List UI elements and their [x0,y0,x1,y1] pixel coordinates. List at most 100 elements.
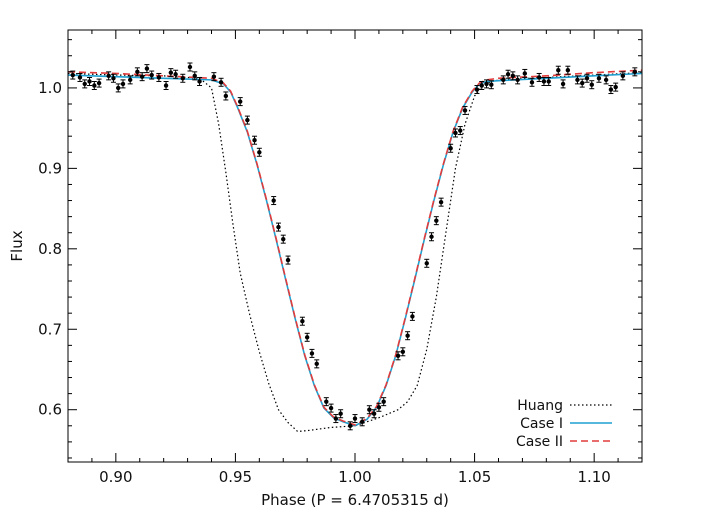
data-point [376,402,382,412]
data-point [168,68,174,78]
data-point [271,196,277,206]
data-point [256,147,262,157]
data-point [584,73,590,83]
data-point [560,79,566,89]
data-point [620,71,626,81]
data-point [82,79,88,89]
data-point [632,67,638,77]
data-point [192,71,198,81]
data-point [510,71,516,81]
data-point [280,234,286,244]
y-tick-label: 1.0 [38,79,62,97]
data-point [400,347,406,357]
data-point [156,72,162,82]
axis-ticks: 0.90 0.95 1.00 1.05 1.10 0.6 0.7 0.8 0.9 1.0 [38,30,643,486]
data-point [197,76,203,86]
data-point [522,68,528,78]
data-point [546,76,552,86]
data-point [237,97,243,107]
data-point [574,75,580,85]
data-point [536,72,542,82]
data-point [333,414,339,424]
x-tick-label: 1.10 [577,468,610,486]
data-point [541,76,547,86]
plot-lines [67,69,643,433]
data-point [120,79,126,89]
series-line-case-ii [67,69,643,426]
plot-points [70,62,638,431]
data-point [314,359,320,369]
data-point [347,421,353,431]
data-point [603,75,609,85]
legend-label: Case II [516,434,563,450]
data-point [371,409,377,419]
legend-label: Huang [517,398,563,414]
data-point [187,62,193,72]
data-point [163,81,169,91]
y-tick-label: 0.9 [38,159,62,177]
y-tick-label: 0.6 [38,401,62,419]
data-point [275,222,281,232]
x-axis-title: Phase (P = 6.4705315 d) [261,491,449,509]
legend-label: Case I [520,416,563,432]
data-point [87,76,93,86]
x-tick-label: 1.00 [338,468,371,486]
data-point [127,75,133,85]
data-point [448,143,454,153]
data-point [323,397,329,407]
data-point [433,216,439,226]
data-point [252,135,258,145]
data-point [211,72,217,82]
data-point [96,78,102,88]
data-point [91,81,97,91]
data-point [596,73,602,83]
data-point [405,331,411,341]
data-point [244,115,250,125]
data-point [395,351,401,361]
data-point [352,414,358,424]
data-point [515,75,521,85]
data-point [134,67,140,77]
data-point [608,85,614,95]
data-point [589,80,595,90]
data-point [429,232,435,242]
data-point [173,69,179,79]
y-tick-label: 0.7 [38,320,62,338]
data-point [479,81,485,91]
data-point [555,65,561,75]
data-point [309,348,315,358]
data-point [505,69,511,79]
x-tick-label: 1.05 [458,468,491,486]
y-tick-label: 0.8 [38,240,62,258]
data-point [338,409,344,419]
data-point [115,83,121,93]
series-line-huang [67,72,643,433]
data-point [484,79,490,89]
data-point [381,397,387,407]
data-point [304,332,310,342]
data-point [77,72,83,82]
data-point [328,403,334,413]
data-point [452,128,458,138]
data-point [70,70,76,80]
data-point [488,80,494,90]
data-point [223,91,229,101]
data-point [462,105,468,115]
data-point [474,85,480,95]
data-point [110,73,116,83]
data-point [106,71,112,81]
data-point [438,197,444,207]
data-point [139,72,145,82]
data-point [359,417,365,427]
data-point [579,78,585,88]
data-point [409,311,415,321]
data-point [529,77,535,87]
data-point [149,70,155,80]
data-point [424,258,430,268]
data-point [299,316,305,326]
x-tick-label: 0.90 [99,468,132,486]
data-point [218,77,224,87]
data-point [285,255,291,265]
y-axis-title: Flux [8,230,26,261]
